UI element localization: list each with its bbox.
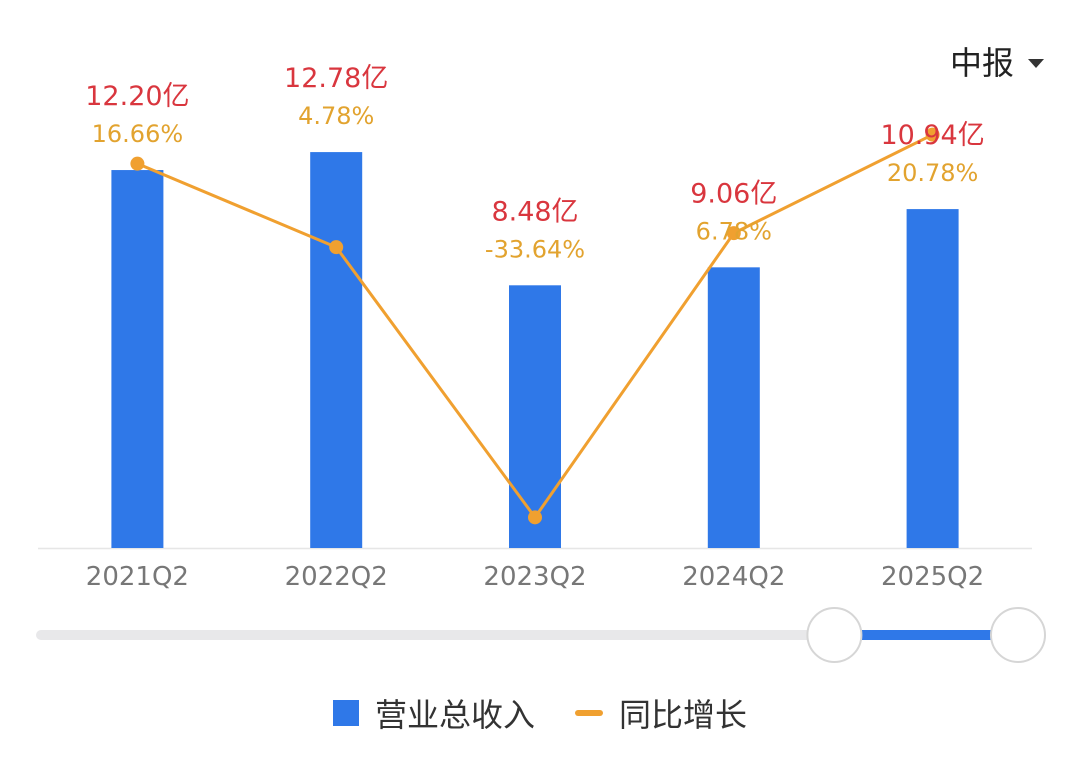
x-tick-label: 2022Q2	[285, 562, 388, 592]
growth-data-label: 4.78%	[298, 102, 374, 130]
growth-data-label: 16.66%	[92, 120, 184, 148]
x-tick-label: 2025Q2	[881, 562, 984, 592]
revenue-bar[interactable]	[310, 152, 363, 548]
range-slider-selection	[834, 630, 1018, 640]
range-slider-end-handle[interactable]	[990, 607, 1046, 663]
revenue-data-label: 10.94亿	[880, 120, 984, 151]
revenue-bar[interactable]	[509, 285, 561, 548]
legend-item-growth[interactable]: 同比增长	[575, 690, 747, 736]
range-slider-start-handle[interactable]	[806, 607, 863, 663]
revenue-data-label: 12.20亿	[85, 81, 189, 112]
legend: 营业总收入 同比增长	[0, 690, 1080, 736]
range-slider-track[interactable]	[36, 630, 1044, 640]
period-selector-label: 中报	[949, 44, 1014, 82]
legend-label-growth: 同比增长	[619, 696, 748, 734]
period-selector[interactable]: 中报	[950, 38, 1044, 84]
revenue-growth-chart: 12.20亿 16.66% 12.78亿 4.78% 8.48亿 -33.64% 9.06亿…	[36, 63, 1046, 663]
legend-square-icon	[332, 700, 359, 726]
x-tick-label: 2024Q2	[682, 562, 785, 592]
growth-data-label: 6.78%	[696, 217, 772, 245]
growth-data-label: -33.64%	[485, 235, 585, 263]
growth-point[interactable]	[726, 226, 741, 241]
growth-point[interactable]	[329, 240, 344, 255]
growth-data-label: 20.78%	[887, 159, 979, 187]
revenue-data-label: 9.06亿	[690, 178, 777, 209]
revenue-bar[interactable]	[111, 170, 164, 548]
caret-down-icon	[1028, 58, 1044, 68]
x-tick-label: 2023Q2	[483, 562, 586, 592]
x-tick-label: 2021Q2	[86, 562, 189, 592]
legend-item-revenue[interactable]: 营业总收入	[332, 690, 535, 736]
revenue-data-label: 8.48亿	[491, 196, 578, 227]
legend-label-revenue: 营业总收入	[374, 696, 535, 734]
revenue-bar[interactable]	[707, 267, 760, 548]
growth-point[interactable]	[130, 156, 145, 171]
revenue-data-label: 12.78亿	[284, 63, 388, 94]
growth-point[interactable]	[925, 127, 940, 142]
growth-point[interactable]	[528, 510, 542, 525]
revenue-bar[interactable]	[906, 209, 959, 548]
legend-line-icon	[575, 710, 603, 716]
